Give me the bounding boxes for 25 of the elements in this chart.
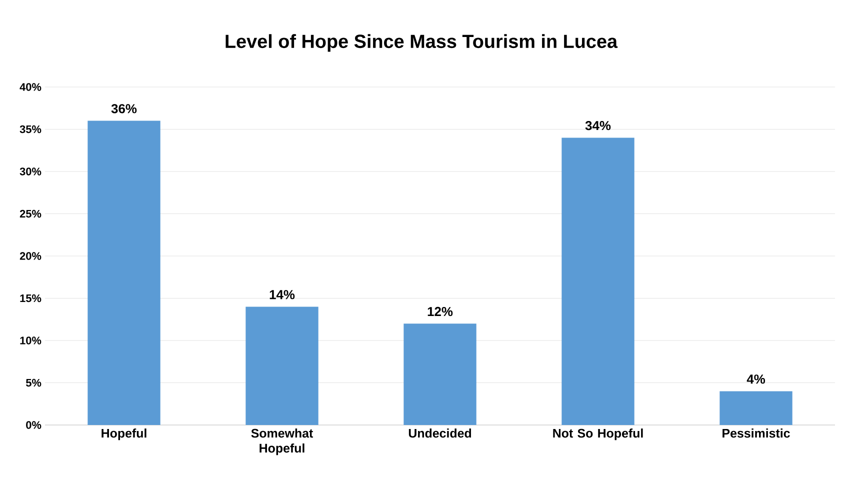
x-tick-label: Hopeful	[102, 428, 146, 440]
data-label: 34%	[585, 120, 611, 130]
y-tick-label: 15%	[20, 294, 42, 302]
bar	[562, 138, 634, 425]
x-tick-label: Somewhat Hopeful	[251, 428, 313, 456]
bar	[720, 391, 792, 425]
y-tick-label: 30%	[20, 168, 42, 176]
data-label: 14%	[270, 290, 295, 300]
y-tick-label: 40%	[20, 83, 42, 91]
y-tick-label: 5%	[26, 378, 42, 387]
data-label: 12%	[428, 306, 453, 316]
y-tick-label: 20%	[20, 252, 42, 260]
data-label: 4%	[746, 374, 766, 384]
x-tick-label: Undecided	[408, 428, 472, 438]
bar	[246, 306, 318, 425]
y-tick-label: 35%	[20, 125, 42, 134]
y-tick-label: 10%	[20, 336, 42, 344]
bar	[88, 120, 160, 425]
y-tick-label: 25%	[20, 210, 42, 218]
x-tick-label: Pessimistic	[722, 428, 790, 438]
x-tick-label: Not So Hopeful	[553, 428, 643, 440]
data-label: 36%	[111, 104, 137, 114]
bar	[404, 324, 476, 425]
y-tick-label: 0%	[26, 421, 42, 429]
chart-title: Level of Hope Since Mass Tourism in Lucea	[226, 34, 618, 52]
